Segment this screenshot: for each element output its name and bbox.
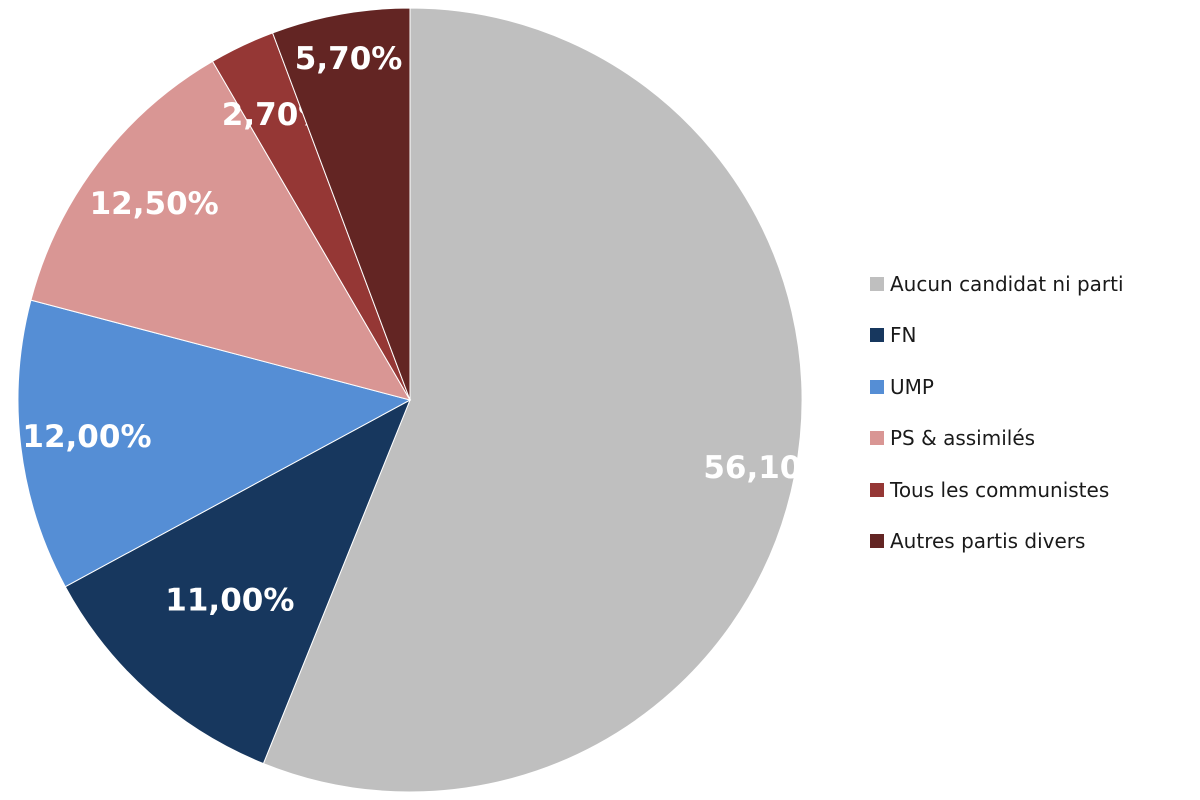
slice-data-label: 56,10% bbox=[703, 450, 832, 486]
legend-label: FN bbox=[890, 323, 917, 348]
legend-label: Tous les communistes bbox=[890, 477, 1110, 502]
legend-swatch bbox=[870, 379, 884, 394]
legend-label: UMP bbox=[890, 374, 934, 399]
legend-label: Aucun candidat ni parti bbox=[890, 271, 1124, 296]
legend-swatch bbox=[870, 482, 884, 497]
legend-label: PS & assimilés bbox=[890, 426, 1036, 451]
pie-slice bbox=[17, 299, 412, 588]
pie-slice bbox=[30, 60, 412, 401]
legend: Aucun candidat ni parti FN UMP PS & assi… bbox=[870, 258, 1124, 567]
legend-label: Autres partis divers bbox=[890, 529, 1086, 554]
legend-swatch bbox=[870, 276, 884, 291]
slice-data-label: 12,00% bbox=[22, 419, 151, 455]
legend-swatch bbox=[870, 328, 884, 343]
legend-item-ump: UMP bbox=[870, 361, 1124, 413]
slice-data-label: 5,70% bbox=[295, 41, 403, 77]
legend-swatch bbox=[870, 534, 884, 549]
pie-slice bbox=[271, 7, 411, 401]
legend-item-communistes: Tous les communistes bbox=[870, 464, 1124, 516]
slice-data-label: 11,00% bbox=[165, 582, 294, 618]
pie-slice bbox=[64, 398, 411, 765]
legend-item-fn: FN bbox=[870, 310, 1124, 362]
legend-item-ps: PS & assimilés bbox=[870, 413, 1124, 465]
legend-swatch bbox=[870, 431, 884, 446]
pie-slice bbox=[262, 7, 803, 793]
legend-item-aucun: Aucun candidat ni parti bbox=[870, 258, 1124, 310]
slice-data-label: 12,50% bbox=[90, 186, 219, 222]
legend-item-autres: Autres partis divers bbox=[870, 516, 1124, 568]
